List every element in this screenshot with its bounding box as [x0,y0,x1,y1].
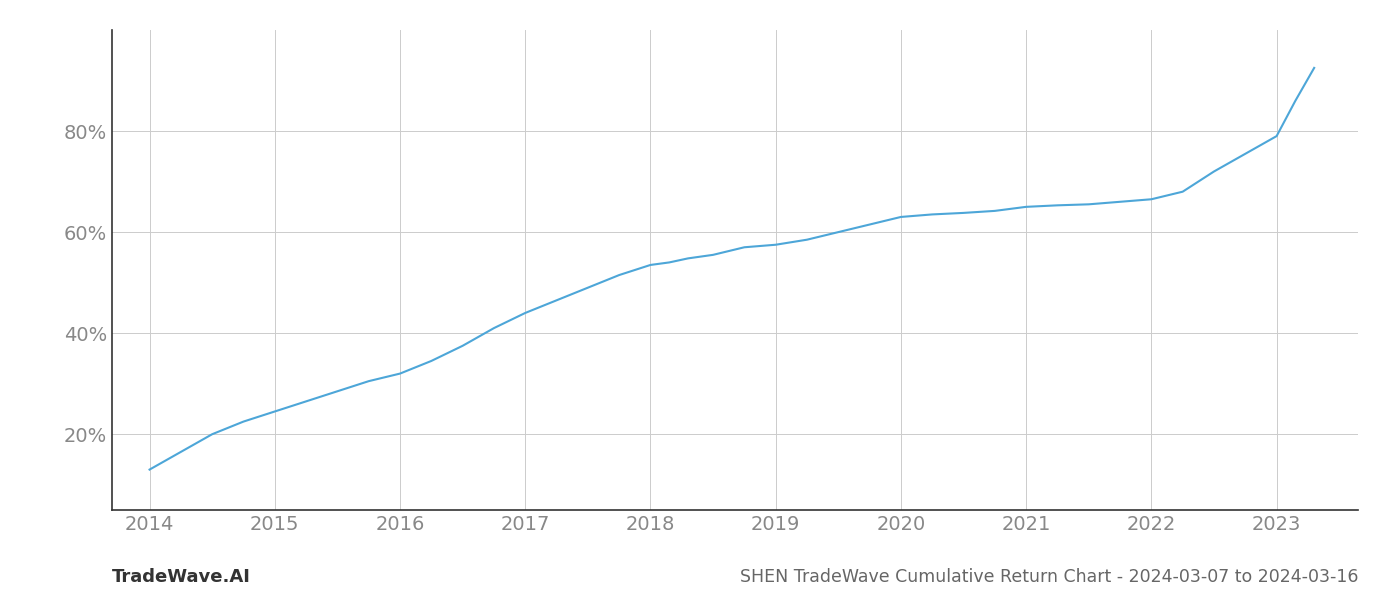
Text: SHEN TradeWave Cumulative Return Chart - 2024-03-07 to 2024-03-16: SHEN TradeWave Cumulative Return Chart -… [739,568,1358,586]
Text: TradeWave.AI: TradeWave.AI [112,568,251,586]
